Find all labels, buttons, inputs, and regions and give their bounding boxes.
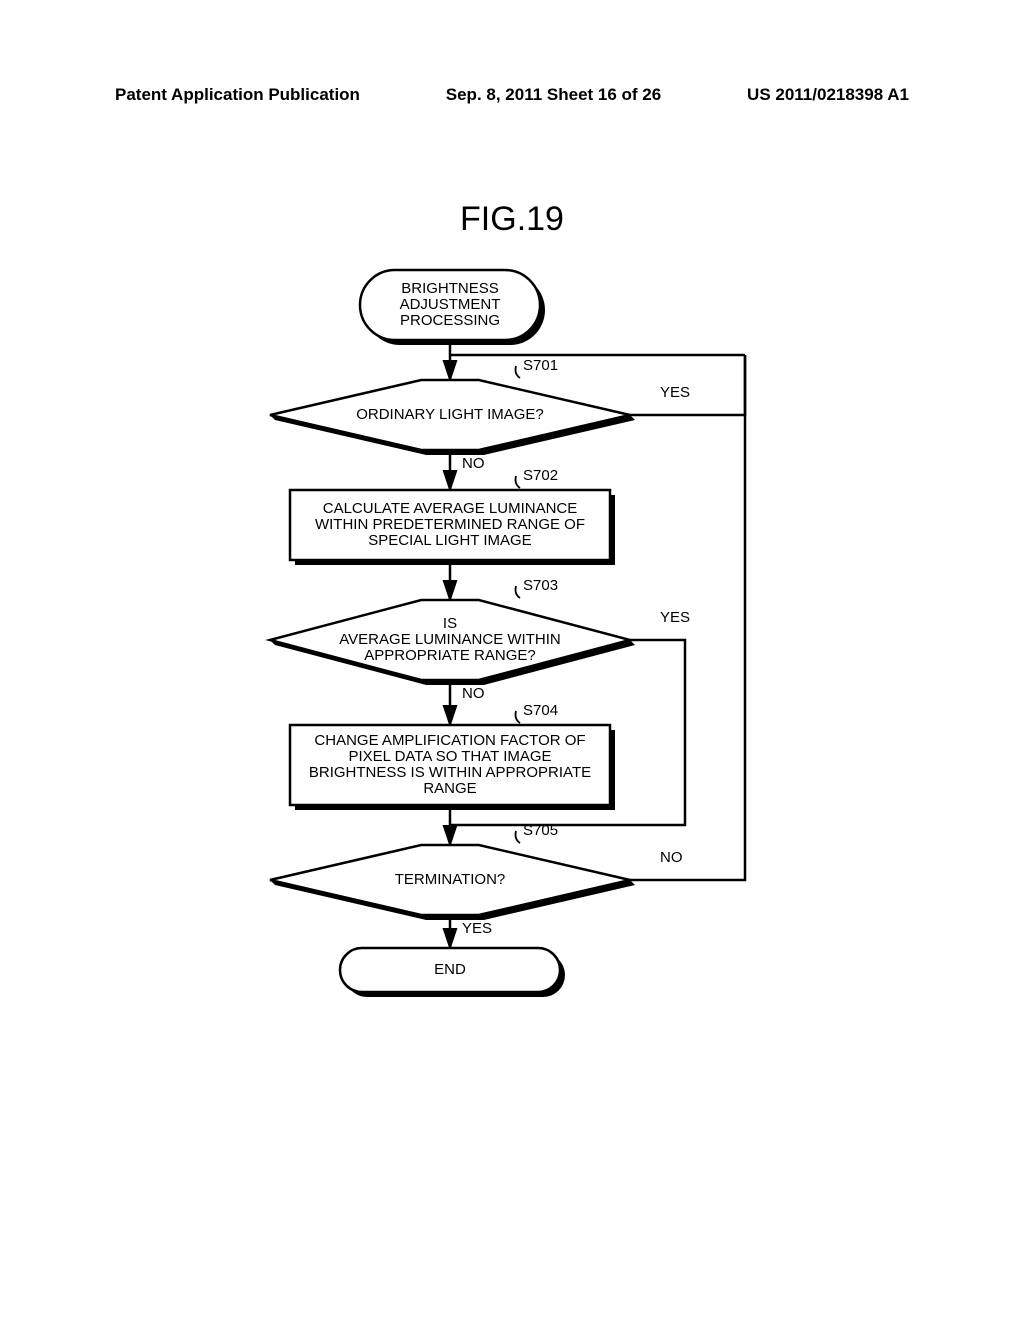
svg-text:YES: YES (462, 920, 492, 937)
figure-title: FIG.19 (0, 200, 1024, 239)
page-header: Patent Application Publication Sep. 8, 2… (0, 85, 1024, 105)
svg-text:YES: YES (660, 384, 690, 401)
svg-text:NO: NO (462, 455, 485, 472)
header-left: Patent Application Publication (115, 85, 360, 105)
header-right: US 2011/0218398 A1 (747, 85, 909, 105)
svg-text:S705: S705 (523, 822, 558, 839)
flowchart-svg: NO YES NO YES YES NO S701 S702 S703 S704 S705 BRIGH… (0, 260, 1024, 1080)
svg-text:NO: NO (660, 849, 683, 866)
svg-text:ORDINARY LIGHT IMAGE?: ORDINARY LIGHT IMAGE? (356, 406, 544, 423)
header-center: Sep. 8, 2011 Sheet 16 of 26 (446, 85, 661, 105)
svg-text:S702: S702 (523, 467, 558, 484)
svg-text:NO: NO (462, 685, 485, 702)
flowchart: NO YES NO YES YES NO S701 S702 S703 S704 S705 BRIGH… (0, 260, 1024, 1080)
svg-text:S703: S703 (523, 577, 558, 594)
svg-text:YES: YES (660, 609, 690, 626)
svg-text:END: END (434, 961, 466, 978)
svg-text:S701: S701 (523, 357, 558, 374)
svg-text:TERMINATION?: TERMINATION? (395, 871, 506, 888)
svg-text:BRIGHTNESSADJUSTMENTPROCESSING: BRIGHTNESSADJUSTMENTPROCESSING (400, 280, 501, 329)
svg-text:S704: S704 (523, 702, 558, 719)
